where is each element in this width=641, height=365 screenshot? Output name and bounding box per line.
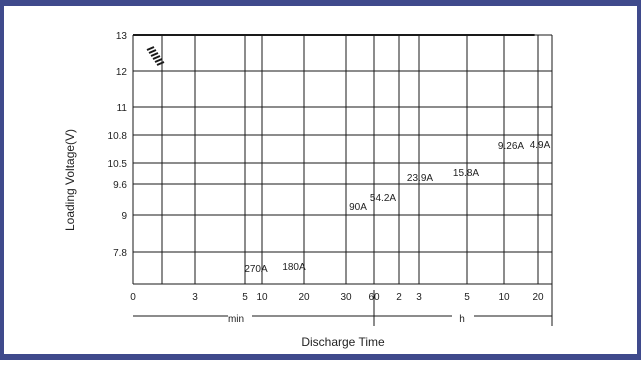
series-label: 90A xyxy=(349,202,367,213)
start-dash-mark xyxy=(146,46,155,51)
series-label: 15.8A xyxy=(453,168,479,179)
start-dash-mark xyxy=(154,58,163,63)
grid xyxy=(132,34,553,326)
y-tick-label: 13 xyxy=(116,31,128,42)
start-dash-mark xyxy=(150,52,159,57)
x-tick-label: 3 xyxy=(192,292,198,303)
x-tick-label: 20 xyxy=(298,292,310,303)
x-tick-label: 5 xyxy=(242,292,248,303)
x-unit-h-label: h xyxy=(459,314,465,325)
start-dash-mark xyxy=(152,55,161,60)
series-label: 23.9A xyxy=(407,173,433,184)
x-tick-label: 60 xyxy=(368,292,380,303)
y-tick-label: 12 xyxy=(116,67,128,78)
y-tick-label: 9.6 xyxy=(113,180,127,191)
x-tick-label: 3 xyxy=(416,292,422,303)
y-tick-label: 11 xyxy=(117,103,128,114)
frame-bottom-bar xyxy=(0,354,641,360)
end-voltage-dashes xyxy=(133,34,535,66)
series-label: 9.26A xyxy=(498,141,524,152)
frame-left-bar xyxy=(0,0,4,360)
start-dash-mark xyxy=(148,49,157,54)
x-tick-label: 30 xyxy=(340,292,352,303)
y-tick-label: 7.8 xyxy=(113,248,127,259)
series-label: 54.2A xyxy=(370,193,396,204)
x-tick-label: 2 xyxy=(396,292,402,303)
y-axis-label: Loading Voltage(V) xyxy=(63,129,77,231)
x-tick-label: 20 xyxy=(532,292,544,303)
y-tick-label: 10.8 xyxy=(108,131,128,142)
series-label: 180A xyxy=(282,262,306,273)
frame-right-bar xyxy=(637,0,641,360)
x-unit-min-label: min xyxy=(228,314,244,325)
x-tick-label: 5 xyxy=(464,292,470,303)
x-axis-label: Discharge Time xyxy=(301,335,385,349)
tick-labels: 0 3 5 10 20 30 60 2 3 5 10 20 13 12 11 10.8 10.5 9.6 9 7.8 xyxy=(108,31,544,303)
x-tick-label: 10 xyxy=(256,292,268,303)
series-label: 270A xyxy=(244,264,268,275)
frame-top-bar xyxy=(0,0,641,6)
y-tick-label: 9 xyxy=(121,211,127,222)
x-tick-label: 0 xyxy=(130,292,136,303)
series-label: 4.9A xyxy=(530,140,551,151)
y-tick-label: 10.5 xyxy=(108,159,128,170)
x-tick-label: 10 xyxy=(498,292,510,303)
start-dash-mark xyxy=(156,61,165,66)
